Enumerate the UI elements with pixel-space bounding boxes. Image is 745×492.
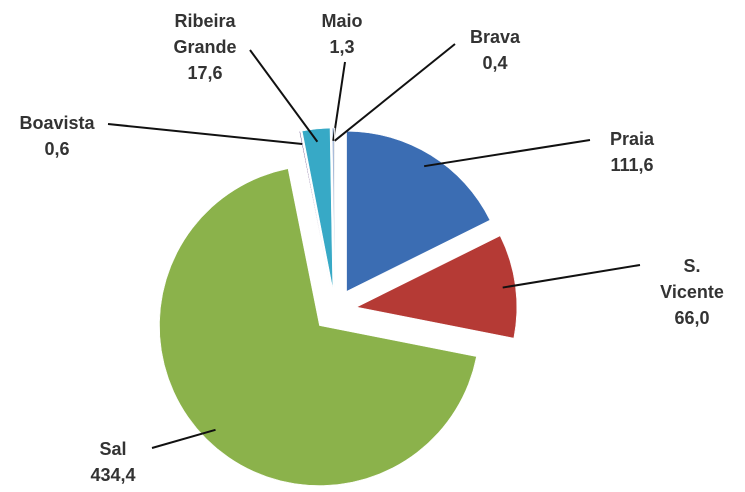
category-label: Boavista [19,113,95,133]
slice-label: Boavista 0,6 [19,110,94,162]
leader-line [249,49,319,143]
category-label: Ribeira Grande [173,11,237,57]
pie-slice [159,168,477,486]
value-label: 17,6 [187,63,223,83]
pie-slice [346,131,491,292]
slice-label: Sal 434,4 [90,436,135,488]
category-label: Sal [99,439,127,459]
slice-label: S. Vicente 66,0 [660,253,724,331]
pie-slice [301,127,333,289]
category-label: Brava [469,27,521,47]
category-label: Praia [609,129,655,149]
pie-slice [334,127,336,289]
slice-label: Brava 0,4 [470,24,520,76]
slice-label: Maio 1,3 [321,8,362,60]
value-label: 434,4 [90,465,136,485]
leader-line [332,61,346,141]
value-label: 1,3 [329,37,355,57]
pie-slice [298,131,331,289]
slice-label: Praia 111,6 [610,126,654,178]
leader-line [151,428,216,449]
value-label: 111,6 [610,155,654,175]
category-label: S. Vicente [660,256,724,302]
slice-label: Ribeira Grande 17,6 [160,8,250,86]
leader-line [502,264,641,289]
value-label: 0,4 [482,53,508,73]
leader-line [423,139,591,168]
value-label: 0,6 [44,139,70,159]
leader-line [107,123,303,145]
category-label: Maio [321,11,363,31]
leader-line [334,43,456,142]
value-label: 66,0 [674,308,710,328]
